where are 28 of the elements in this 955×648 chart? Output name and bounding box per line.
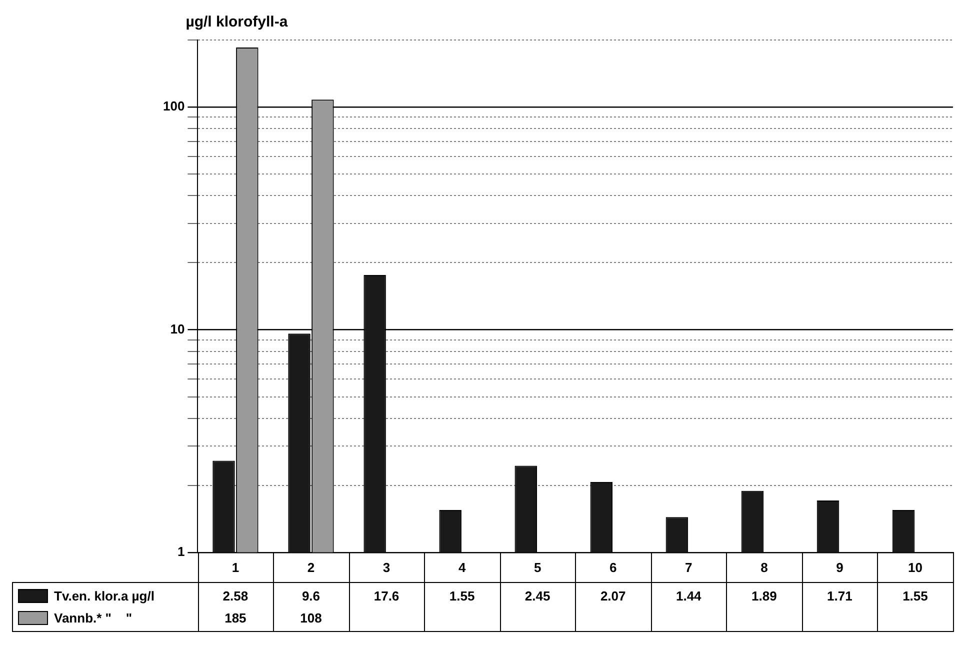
data-label: 1.71 xyxy=(827,588,852,604)
x-tick-label: 6 xyxy=(609,560,617,575)
x-tick-label: 1 xyxy=(232,560,240,575)
data-label: 2.58 xyxy=(222,588,248,604)
y-tick-label: 100 xyxy=(162,98,185,114)
x-tick-label: 9 xyxy=(836,560,844,575)
y-axis-title: µg/l klorofyll-a xyxy=(186,14,288,31)
data-label: 2.07 xyxy=(600,588,626,604)
x-tick-label: 5 xyxy=(534,560,542,575)
data-label: 2.45 xyxy=(524,588,550,604)
data-label: 108 xyxy=(300,610,322,626)
data-label: 1.89 xyxy=(752,588,777,604)
data-label: 185 xyxy=(224,610,246,626)
x-tick-label: 4 xyxy=(458,560,466,575)
x-tick-label: 2 xyxy=(307,560,315,575)
data-label: 1.44 xyxy=(676,588,702,604)
data-label: 9.6 xyxy=(302,588,320,604)
legend-label: Vannb.* " " xyxy=(54,610,132,626)
y-tick-label: 10 xyxy=(170,321,185,336)
x-tick-label: 3 xyxy=(382,560,390,575)
legend-label: Tv.en. klor.a µg/l xyxy=(54,588,154,604)
data-label: 17.6 xyxy=(374,588,400,604)
data-label: 1.55 xyxy=(902,588,928,604)
x-tick-label: 8 xyxy=(760,560,768,575)
x-tick-label: 7 xyxy=(685,560,692,575)
x-tick-label: 10 xyxy=(908,560,922,575)
y-tick-label: 1 xyxy=(177,544,185,559)
data-label: 1.55 xyxy=(449,588,475,604)
